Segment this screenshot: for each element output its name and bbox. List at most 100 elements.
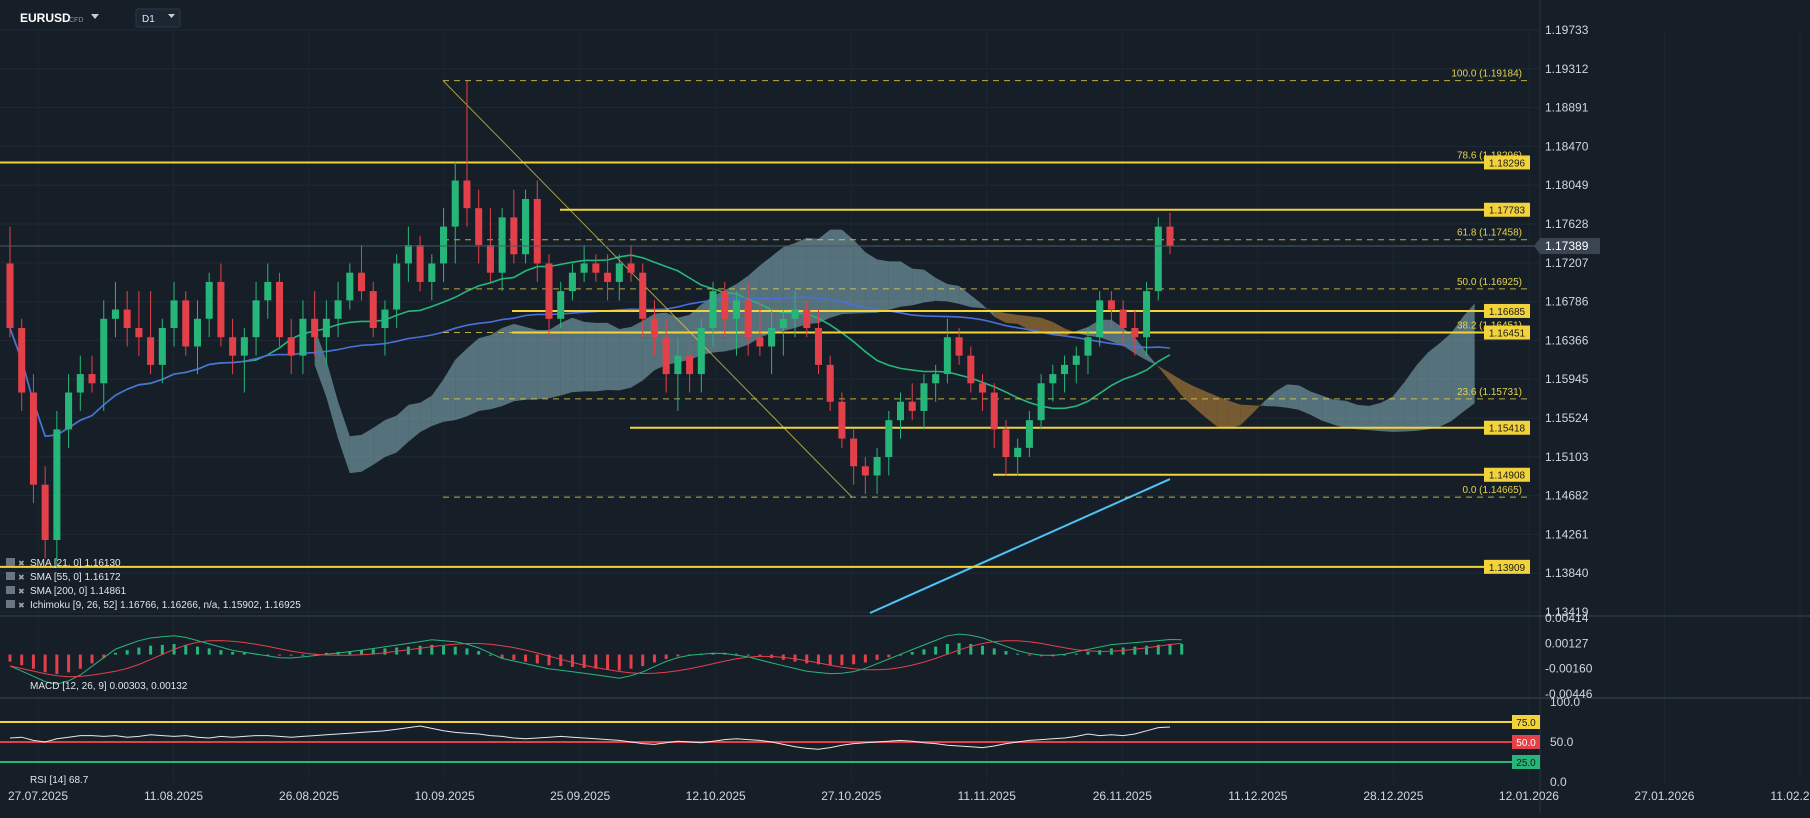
macd-histogram-bar [676, 654, 680, 657]
sma200-line [869, 478, 1171, 614]
macd-histogram-bar [641, 654, 645, 667]
macd-histogram-bar [219, 650, 223, 655]
kumo-segment [1322, 395, 1335, 425]
indicator-remove-icon[interactable]: ✖ [18, 573, 25, 582]
kumo-segment [806, 237, 819, 325]
kumo-segment [1193, 386, 1206, 418]
candle-body [205, 281, 213, 319]
indicator-settings-icon[interactable] [6, 586, 15, 594]
indicator-remove-icon[interactable]: ✖ [18, 587, 25, 596]
kumo-segment [1005, 313, 1018, 324]
date-tick-label: 28.12.2025 [1363, 789, 1423, 803]
kumo-segment [853, 239, 866, 314]
candle-body [826, 364, 834, 402]
macd-histogram-bar [582, 654, 586, 668]
candle-body [955, 337, 963, 356]
current-price-label: 1.17389 [1545, 239, 1589, 253]
candle-body [545, 263, 553, 319]
candle-body [615, 263, 623, 282]
candle-body [1154, 226, 1162, 292]
symbol-label[interactable]: EURUSD [20, 11, 71, 25]
kumo-segment [935, 277, 948, 302]
macd-histogram-bar [348, 651, 352, 655]
candle-body [861, 466, 869, 476]
timeframe-dropdown-icon[interactable] [168, 14, 175, 18]
rsi-tick-label: 0.0 [1550, 775, 1567, 789]
macd-histogram-bar [816, 654, 820, 665]
indicator-settings-icon[interactable] [6, 572, 15, 580]
macd-histogram-bar [1074, 653, 1078, 655]
kumo-segment [783, 242, 796, 331]
price-tick-label: 1.17207 [1545, 256, 1589, 270]
level-price-tag [1484, 202, 1530, 217]
candle-body [65, 392, 73, 430]
candle-body [1072, 355, 1080, 365]
kumo-segment [631, 320, 643, 388]
candle-body [1096, 300, 1104, 338]
kumo-segment [361, 427, 374, 472]
level-price-label: 1.15418 [1489, 424, 1526, 435]
kumo-segment [959, 286, 971, 308]
horizontal-levels[interactable]: 1.18296 1.17783 1.16685 1.16451 1.15418 1.149… [0, 155, 1530, 574]
candle-body [486, 245, 494, 273]
macd-histogram-bar [1168, 643, 1172, 655]
price-tick-label: 1.15945 [1545, 372, 1589, 386]
candle-body [147, 337, 155, 365]
candle-body [604, 272, 612, 282]
timeframe-select[interactable] [135, 8, 181, 28]
candle-body [428, 263, 436, 282]
macd-histogram-bar [1180, 643, 1184, 655]
candle-body [803, 309, 811, 329]
macd-histogram-bar [31, 654, 35, 669]
indicator-remove-icon[interactable]: ✖ [18, 601, 25, 610]
macd-histogram-bar [1004, 651, 1008, 655]
kumo-segment [572, 317, 585, 393]
kumo-segment [584, 321, 596, 392]
level-price-tag [1484, 467, 1530, 482]
kumo-segment [1380, 396, 1393, 432]
kumo-segment [1345, 400, 1358, 430]
candle-body [322, 318, 330, 338]
candle-body [182, 300, 190, 347]
candle-body [217, 281, 225, 338]
price-tick-label: 1.15103 [1545, 450, 1589, 464]
macd-histogram-bar [828, 654, 832, 666]
level-price-label: 1.16451 [1489, 329, 1526, 340]
macd-histogram-bar [184, 644, 188, 655]
macd-histogram-bar [981, 645, 985, 655]
rsi-level-label: 25.0 [1516, 758, 1536, 769]
candle-body [158, 328, 166, 365]
macd-histogram-bar [371, 649, 375, 655]
indicator-settings-icon[interactable] [6, 558, 15, 566]
macd-signal-line [9, 640, 1182, 678]
macd-tick-label: -0.00160 [1545, 662, 1593, 676]
symbol-dropdown-icon[interactable] [91, 14, 99, 19]
level-price-tag [1484, 303, 1530, 318]
macd-histogram-bar [1027, 654, 1031, 656]
kumo-segment [677, 314, 690, 363]
macd-histogram-bar [512, 654, 516, 660]
price-tick-label: 1.13840 [1545, 566, 1589, 580]
header-toolbar: EURUSD CFD D1 [20, 8, 181, 28]
macd-histogram-bar [524, 654, 528, 662]
candle-body [744, 300, 752, 338]
macd-histogram-bar [324, 652, 328, 655]
macd-histogram-bar [992, 648, 996, 655]
candle-body [416, 245, 424, 282]
fib-level-label: 61.8 (1.17458) [1457, 228, 1522, 239]
candle-body [533, 198, 541, 264]
indicator-settings-icon[interactable] [6, 600, 15, 608]
rsi-level-tag [1512, 735, 1540, 749]
candles [6, 80, 1174, 568]
indicator-legend-label: SMA [200, 0] 1.14861 [30, 586, 127, 597]
kumo-segment [1392, 382, 1405, 432]
indicator-remove-icon[interactable]: ✖ [18, 559, 25, 568]
candle-body [967, 355, 975, 384]
price-tick-label: 1.14261 [1545, 527, 1589, 541]
macd-histogram-bar [734, 653, 738, 655]
kumo-segment [455, 348, 467, 421]
macd-histogram-bar [910, 651, 914, 655]
kumo-segment [947, 283, 960, 304]
date-tick-label: 27.07.2025 [8, 789, 68, 803]
